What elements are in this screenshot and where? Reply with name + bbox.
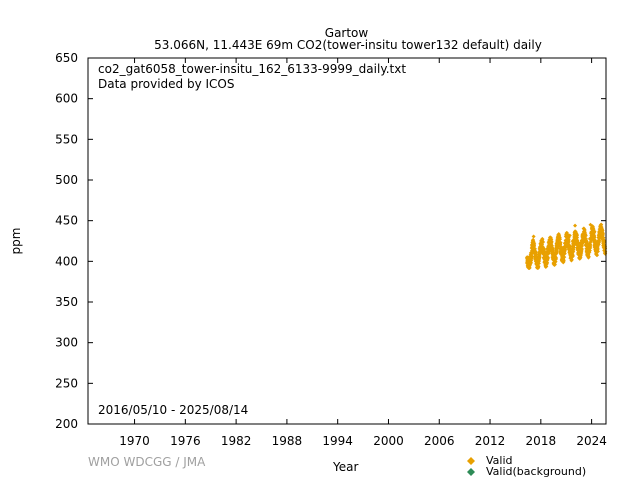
data-point: [595, 253, 600, 258]
data-point: [561, 258, 566, 263]
data-point: [537, 254, 542, 259]
data-point: [532, 241, 537, 246]
x-tick-label: 2024: [576, 434, 607, 448]
data-point: [579, 247, 584, 252]
data-point: [602, 240, 607, 245]
data-point: [531, 234, 536, 239]
data-point: [601, 232, 606, 237]
data-point: [592, 229, 597, 234]
x-tick-label: 1988: [272, 434, 303, 448]
data-point: [557, 237, 562, 242]
data-point: [567, 233, 572, 238]
data-point: [566, 239, 571, 244]
data-point: [569, 257, 574, 262]
x-tick-label: 1994: [322, 434, 353, 448]
x-axis-ticks: 1970 1976 1982 1988 1994 2000 2006 2012 2018 2024: [119, 58, 607, 448]
data-point: [583, 233, 588, 238]
data-point: [553, 259, 558, 264]
data-point: [586, 254, 591, 259]
date-range: 2016/05/10 - 2025/08/14: [98, 403, 249, 417]
x-tick-label: 2000: [373, 434, 404, 448]
data-point: [537, 259, 542, 264]
data-point: [575, 233, 580, 238]
data-point: [545, 260, 550, 265]
y-tick-label: 450: [55, 214, 78, 228]
x-tick-label: 2006: [424, 434, 455, 448]
data-point: [599, 222, 604, 227]
legend-label-valid: Valid: [486, 454, 513, 467]
data-point: [562, 251, 567, 256]
station-title: Gartow: [324, 26, 369, 40]
data-point: [562, 255, 567, 260]
y-tick-label: 350: [55, 295, 78, 309]
y-tick-label: 600: [55, 92, 78, 106]
legend-label-valid-background: Valid(background): [486, 465, 587, 478]
data-point: [549, 239, 554, 244]
data-point: [601, 235, 606, 240]
y-axis-ticks: 200 250 300 350 400 450 500 550 600 650: [55, 51, 606, 431]
plot-frame: [87, 57, 607, 425]
data-provider: Data provided by ICOS: [98, 77, 235, 91]
y-tick-label: 400: [55, 254, 78, 268]
data-point: [536, 261, 541, 266]
data-point: [529, 254, 534, 259]
data-point: [573, 223, 578, 228]
data-point: [545, 256, 550, 261]
data-point: [595, 246, 600, 251]
data-point: [575, 235, 580, 240]
x-tick-label: 1982: [221, 434, 252, 448]
data-point: [541, 239, 546, 244]
data-point: [554, 256, 559, 261]
series-valid-points: [524, 222, 608, 270]
data-point: [558, 240, 563, 245]
data-point: [595, 249, 600, 254]
data-point: [550, 246, 555, 251]
data-point: [536, 264, 541, 269]
x-axis-label: Year: [333, 460, 359, 474]
y-tick-label: 650: [55, 51, 78, 65]
x-tick-label: 1976: [170, 434, 201, 448]
data-point: [587, 248, 592, 253]
data-point: [527, 265, 532, 270]
x-tick-label: 1970: [119, 434, 150, 448]
data-point: [552, 262, 557, 267]
chart-subtitle: 53.066N, 11.443E 69m CO2(tower-insitu to…: [154, 38, 542, 52]
data-point: [571, 245, 576, 250]
data-point: [592, 235, 597, 240]
y-tick-label: 200: [55, 417, 78, 431]
data-point: [600, 228, 605, 233]
legend-marker-valid: [467, 457, 475, 465]
y-tick-label: 550: [55, 132, 78, 146]
data-point: [570, 253, 575, 258]
data-point: [566, 237, 571, 242]
y-tick-label: 250: [55, 376, 78, 390]
legend: Valid Valid(background): [466, 454, 636, 478]
x-tick-label: 2012: [475, 434, 506, 448]
x-tick-label: 2018: [526, 434, 557, 448]
legend-marker-valid-background: [467, 468, 475, 476]
data-point: [546, 251, 551, 256]
y-tick-label: 300: [55, 336, 78, 350]
data-point: [597, 238, 602, 243]
data-point: [579, 243, 584, 248]
y-tick-label: 500: [55, 173, 78, 187]
data-point: [582, 227, 587, 232]
data-point: [567, 244, 572, 249]
data-filename: co2_gat6058_tower-insitu_162_6133-9999_d…: [98, 62, 407, 76]
data-point: [588, 244, 593, 249]
credit-text: WMO WDCGG / JMA: [88, 455, 206, 469]
data-point: [532, 246, 537, 251]
